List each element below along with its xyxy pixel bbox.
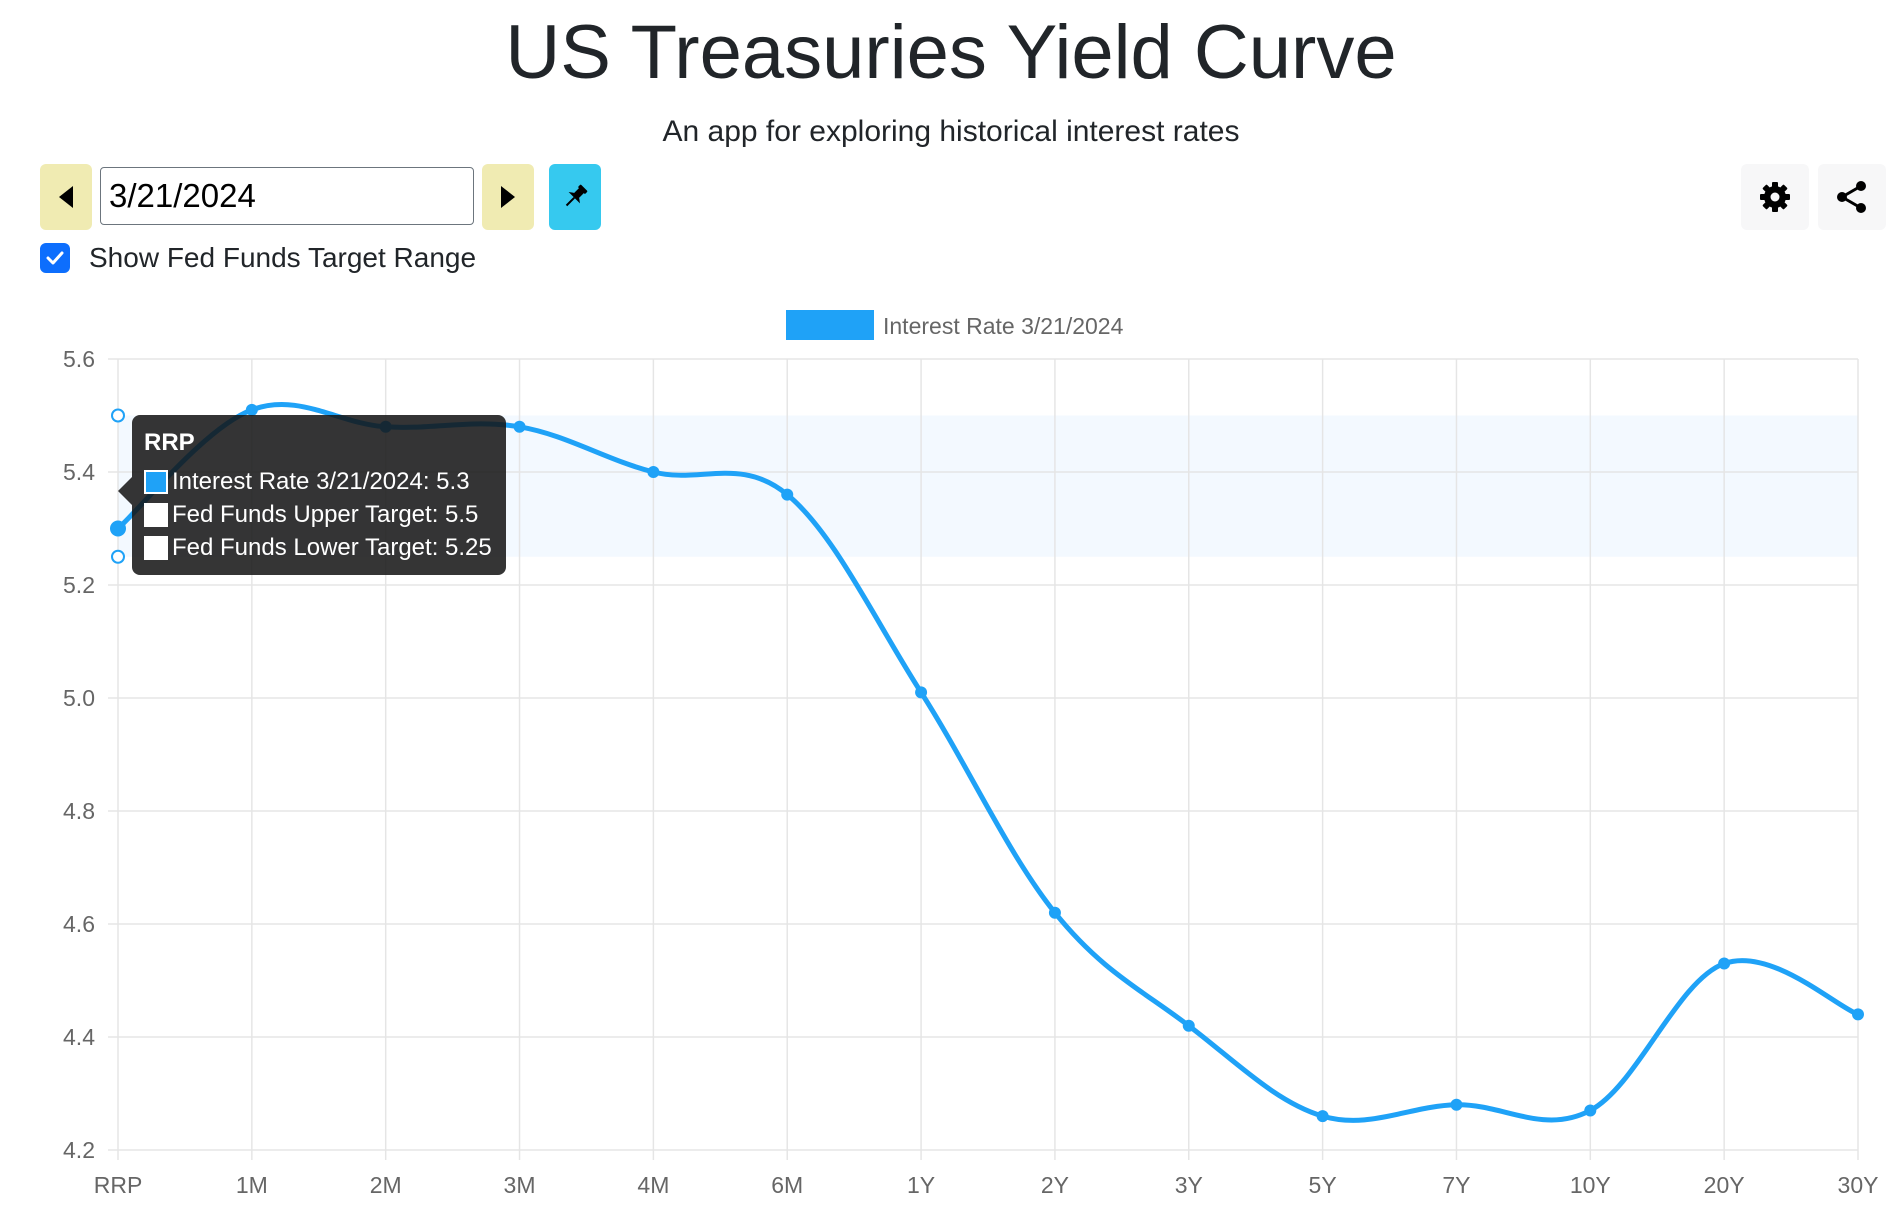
gear-icon xyxy=(1760,182,1790,212)
data-point-rrp[interactable] xyxy=(110,520,126,537)
y-tick-label: 5.0 xyxy=(63,685,95,711)
fed-upper-point xyxy=(111,408,125,423)
x-tick-label: 7Y xyxy=(1442,1172,1470,1198)
legend-swatch xyxy=(786,310,874,340)
previous-date-button[interactable] xyxy=(40,164,92,230)
data-point-3m[interactable] xyxy=(513,420,526,433)
x-tick-label: 3Y xyxy=(1175,1172,1203,1198)
y-tick-label: 5.6 xyxy=(63,346,95,372)
data-point-30y[interactable] xyxy=(1852,1008,1864,1021)
data-point-10y[interactable] xyxy=(1584,1104,1597,1117)
tooltip-swatch-upper-target xyxy=(144,502,168,527)
check-icon xyxy=(46,251,64,265)
x-tick-label: 6M xyxy=(771,1172,803,1198)
next-date-button[interactable] xyxy=(482,164,534,230)
tooltip-item-lower-target: Fed Funds Lower Target: 5.25 xyxy=(144,531,506,564)
x-tick-label: 1M xyxy=(236,1172,268,1198)
tooltip-item-text: Fed Funds Upper Target: 5.5 xyxy=(172,500,479,528)
y-tick-label: 5.4 xyxy=(63,459,95,485)
tooltip-swatch-interest-rate xyxy=(144,469,168,494)
caret-left-icon xyxy=(59,186,73,208)
page-title: US Treasuries Yield Curve xyxy=(505,10,1397,95)
data-point-20y[interactable] xyxy=(1718,957,1731,970)
data-point-4m[interactable] xyxy=(647,466,660,478)
y-tick-label: 4.6 xyxy=(63,911,95,937)
fed-funds-label[interactable]: Show Fed Funds Target Range xyxy=(89,242,477,273)
y-tick-label: 4.4 xyxy=(63,1024,95,1050)
legend-label: Interest Rate 3/21/2024 xyxy=(883,313,1124,339)
settings-button[interactable] xyxy=(1741,164,1809,230)
x-tick-label: 20Y xyxy=(1704,1172,1745,1198)
share-button[interactable] xyxy=(1818,164,1886,230)
x-tick-label: 30Y xyxy=(1838,1172,1879,1198)
tooltip-caret xyxy=(118,477,132,505)
x-tick-label: 1Y xyxy=(907,1172,935,1198)
data-point-6m[interactable] xyxy=(781,488,794,501)
page-subtitle: An app for exploring historical interest… xyxy=(662,115,1240,148)
share-icon xyxy=(1837,181,1866,213)
x-tick-label: 2M xyxy=(370,1172,402,1198)
fed-lower-point xyxy=(111,549,125,564)
data-point-7y[interactable] xyxy=(1450,1098,1463,1111)
tooltip-title: RRP xyxy=(144,429,195,456)
pin-icon xyxy=(565,184,588,207)
data-point-5y[interactable] xyxy=(1316,1110,1329,1123)
pin-button[interactable] xyxy=(549,164,601,230)
tooltip-item-interest-rate: Interest Rate 3/21/2024: 5.3 xyxy=(144,465,506,498)
tooltip-item-text: Interest Rate 3/21/2024: 5.3 xyxy=(172,467,470,495)
data-point-1m[interactable] xyxy=(245,403,258,416)
fed-funds-checkbox[interactable] xyxy=(40,243,70,273)
data-point-2y[interactable] xyxy=(1048,906,1061,919)
tooltip-item-upper-target: Fed Funds Upper Target: 5.5 xyxy=(144,498,506,531)
y-tick-label: 5.2 xyxy=(63,572,95,598)
fed-funds-toggle-row: Show Fed Funds Target Range xyxy=(40,238,476,278)
chart-tooltip: RRP Interest Rate 3/21/2024: 5.3 Fed Fun… xyxy=(118,415,506,575)
chart-legend[interactable]: Interest Rate 3/21/2024 xyxy=(786,310,1124,340)
x-tick-label: RRP xyxy=(94,1172,143,1198)
x-tick-label: 2Y xyxy=(1041,1172,1069,1198)
x-tick-label: 3M xyxy=(504,1172,536,1198)
x-tick-label: 4M xyxy=(637,1172,669,1198)
data-point-1y[interactable] xyxy=(915,686,928,699)
y-tick-label: 4.8 xyxy=(63,798,95,824)
tooltip-swatch-lower-target xyxy=(144,535,168,560)
x-tick-label: 5Y xyxy=(1309,1172,1337,1198)
caret-right-icon xyxy=(501,186,515,208)
data-point-3y[interactable] xyxy=(1182,1019,1195,1032)
x-tick-label: 10Y xyxy=(1570,1172,1611,1198)
date-input[interactable] xyxy=(100,167,474,225)
y-tick-label: 4.2 xyxy=(63,1137,95,1163)
tooltip-item-text: Fed Funds Lower Target: 5.25 xyxy=(172,533,492,561)
